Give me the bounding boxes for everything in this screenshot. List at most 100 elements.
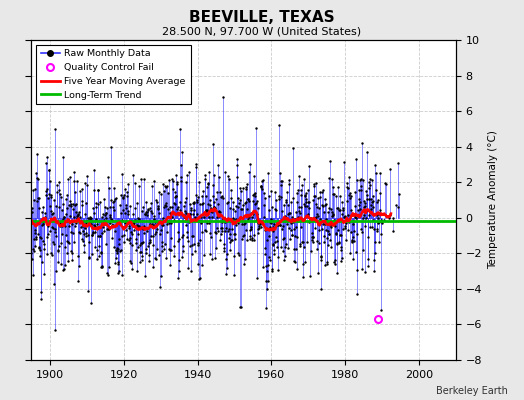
Point [123, 236, 132, 243]
Point [77, 218, 85, 224]
Point [159, 215, 168, 221]
Point [263, 237, 271, 244]
Point [248, 211, 257, 217]
Point [69, 201, 77, 208]
Point [308, 230, 316, 236]
Point [335, 206, 344, 213]
Point [312, 201, 321, 208]
Point [177, 148, 185, 155]
Point [230, 252, 238, 259]
Point [363, 196, 372, 202]
Point [137, 176, 146, 182]
Point [35, 205, 43, 212]
Point [243, 181, 252, 187]
Point [339, 204, 347, 211]
Point [165, 219, 173, 226]
Point [274, 267, 282, 273]
Point [86, 214, 95, 221]
Point [355, 201, 363, 208]
Point [378, 220, 386, 226]
Point [42, 188, 50, 194]
Point [308, 237, 316, 243]
Point [324, 209, 332, 215]
Point [331, 222, 339, 229]
Point [332, 240, 341, 247]
Point [250, 231, 258, 238]
Point [386, 212, 394, 218]
Point [300, 201, 309, 207]
Point [235, 185, 244, 192]
Point [168, 186, 177, 193]
Point [124, 208, 132, 214]
Point [272, 244, 281, 250]
Point [341, 225, 350, 232]
Point [291, 258, 300, 265]
Point [317, 254, 325, 260]
Point [270, 247, 278, 253]
Point [283, 217, 291, 224]
Point [336, 232, 345, 238]
Point [276, 177, 285, 184]
Point [216, 209, 224, 215]
Point [343, 180, 351, 187]
Point [311, 193, 319, 199]
Point [170, 243, 178, 250]
Point [220, 241, 228, 248]
Point [198, 229, 206, 236]
Point [232, 222, 240, 228]
Point [288, 232, 297, 238]
Point [237, 220, 246, 227]
Point [292, 209, 300, 216]
Point [147, 208, 155, 214]
Point [226, 247, 235, 254]
Point [341, 223, 349, 229]
Point [114, 246, 123, 252]
Text: Berkeley Earth: Berkeley Earth [436, 386, 508, 396]
Point [359, 198, 368, 204]
Point [90, 210, 99, 216]
Point [193, 199, 201, 206]
Point [161, 182, 169, 189]
Point [344, 212, 352, 218]
Point [51, 226, 59, 232]
Point [125, 203, 134, 209]
Point [187, 207, 195, 214]
Point [158, 222, 167, 228]
Point [329, 191, 337, 197]
Point [289, 219, 298, 226]
Point [135, 222, 144, 229]
Point [286, 235, 294, 242]
Point [302, 196, 311, 202]
Point [210, 172, 218, 178]
Point [129, 220, 138, 226]
Point [278, 207, 286, 214]
Point [275, 122, 283, 128]
Point [268, 203, 277, 210]
Point [110, 185, 118, 191]
Point [351, 214, 359, 220]
Point [161, 203, 170, 209]
Point [211, 228, 219, 235]
Point [271, 207, 280, 214]
Point [205, 169, 213, 175]
Point [88, 232, 96, 238]
Point [111, 260, 119, 266]
Point [247, 210, 256, 216]
Point [188, 233, 196, 240]
Point [216, 224, 225, 231]
Point [299, 244, 308, 250]
Point [193, 240, 202, 246]
Point [39, 238, 47, 244]
Point [41, 210, 49, 216]
Point [177, 174, 185, 180]
Point [76, 188, 84, 194]
Point [34, 231, 42, 238]
Point [246, 236, 255, 242]
Point [377, 307, 385, 314]
Point [288, 232, 296, 238]
Point [119, 207, 127, 214]
Point [89, 229, 97, 235]
Point [283, 245, 292, 251]
Point [212, 214, 221, 220]
Point [65, 223, 73, 230]
